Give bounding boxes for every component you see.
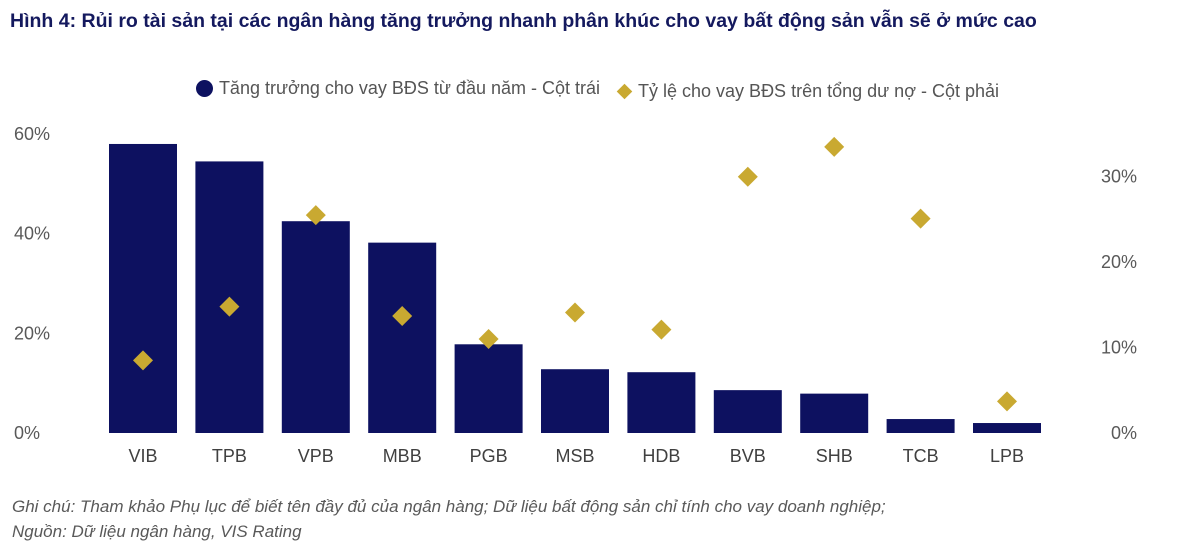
y-right-tick-label: 30% xyxy=(1101,167,1137,187)
legend-item-marker: Tỷ lệ cho vay BĐS trên tổng dư nợ - Cột … xyxy=(613,81,999,102)
x-tick-label: BVB xyxy=(730,446,766,466)
y-left-tick-label: 20% xyxy=(14,323,50,343)
legend: Tăng trưởng cho vay BĐS từ đầu năm - Cột… xyxy=(0,78,1195,102)
legend-circle-icon xyxy=(195,80,213,97)
x-tick-label: HDB xyxy=(642,446,680,466)
marker-point xyxy=(997,391,1017,412)
y-right-tick-label: 0% xyxy=(1111,423,1137,443)
x-tick-label: VPB xyxy=(298,446,334,466)
x-tick-label: VIB xyxy=(128,446,157,466)
marker-point xyxy=(392,305,413,326)
y-left-tick-label: 40% xyxy=(14,224,50,244)
bar xyxy=(627,372,696,433)
legend-label-bar: Tăng trưởng cho vay BĐS từ đầu năm - Cột… xyxy=(218,78,600,98)
source-note: Nguồn: Dữ liệu ngân hàng, VIS Rating xyxy=(12,522,302,541)
marker-point xyxy=(565,302,585,323)
marker-point xyxy=(824,136,845,157)
marker-point xyxy=(478,329,499,350)
chart-title: Hình 4: Rủi ro tài sản tại các ngân hàng… xyxy=(10,10,1037,32)
bar xyxy=(713,390,782,433)
marker-point xyxy=(737,166,758,187)
x-tick-label: TPB xyxy=(212,446,247,466)
x-tick-label: MSB xyxy=(555,446,594,466)
bar xyxy=(973,423,1041,433)
x-tick-label: MBB xyxy=(383,446,422,466)
bar xyxy=(281,221,350,433)
marker-point xyxy=(133,350,153,371)
footnote: Ghi chú: Tham khảo Phụ lục để biết tên đ… xyxy=(12,497,886,516)
y-left-tick-label: 0% xyxy=(14,423,40,443)
y-left-tick-label: 60% xyxy=(14,124,50,144)
x-tick-label: LPB xyxy=(990,446,1024,466)
legend-label-marker: Tỷ lệ cho vay BĐS trên tổng dư nợ - Cột … xyxy=(638,81,1000,101)
x-tick-label: TCB xyxy=(903,446,939,466)
bar xyxy=(368,242,437,433)
marker-point xyxy=(910,208,931,229)
bar xyxy=(109,143,177,433)
marker-point xyxy=(219,296,240,317)
y-right-tick-label: 10% xyxy=(1101,338,1137,358)
x-tick-label: PGB xyxy=(470,446,508,466)
x-tick-label: SHB xyxy=(816,446,853,466)
marker-point xyxy=(651,319,672,340)
bar xyxy=(541,369,609,433)
bar xyxy=(886,419,955,433)
legend-item-bar: Tăng trưởng cho vay BĐS từ đầu năm - Cột… xyxy=(195,78,600,99)
marker-point xyxy=(305,205,326,226)
y-right-tick-label: 20% xyxy=(1101,252,1137,272)
bar xyxy=(800,393,869,433)
bar xyxy=(454,344,523,433)
